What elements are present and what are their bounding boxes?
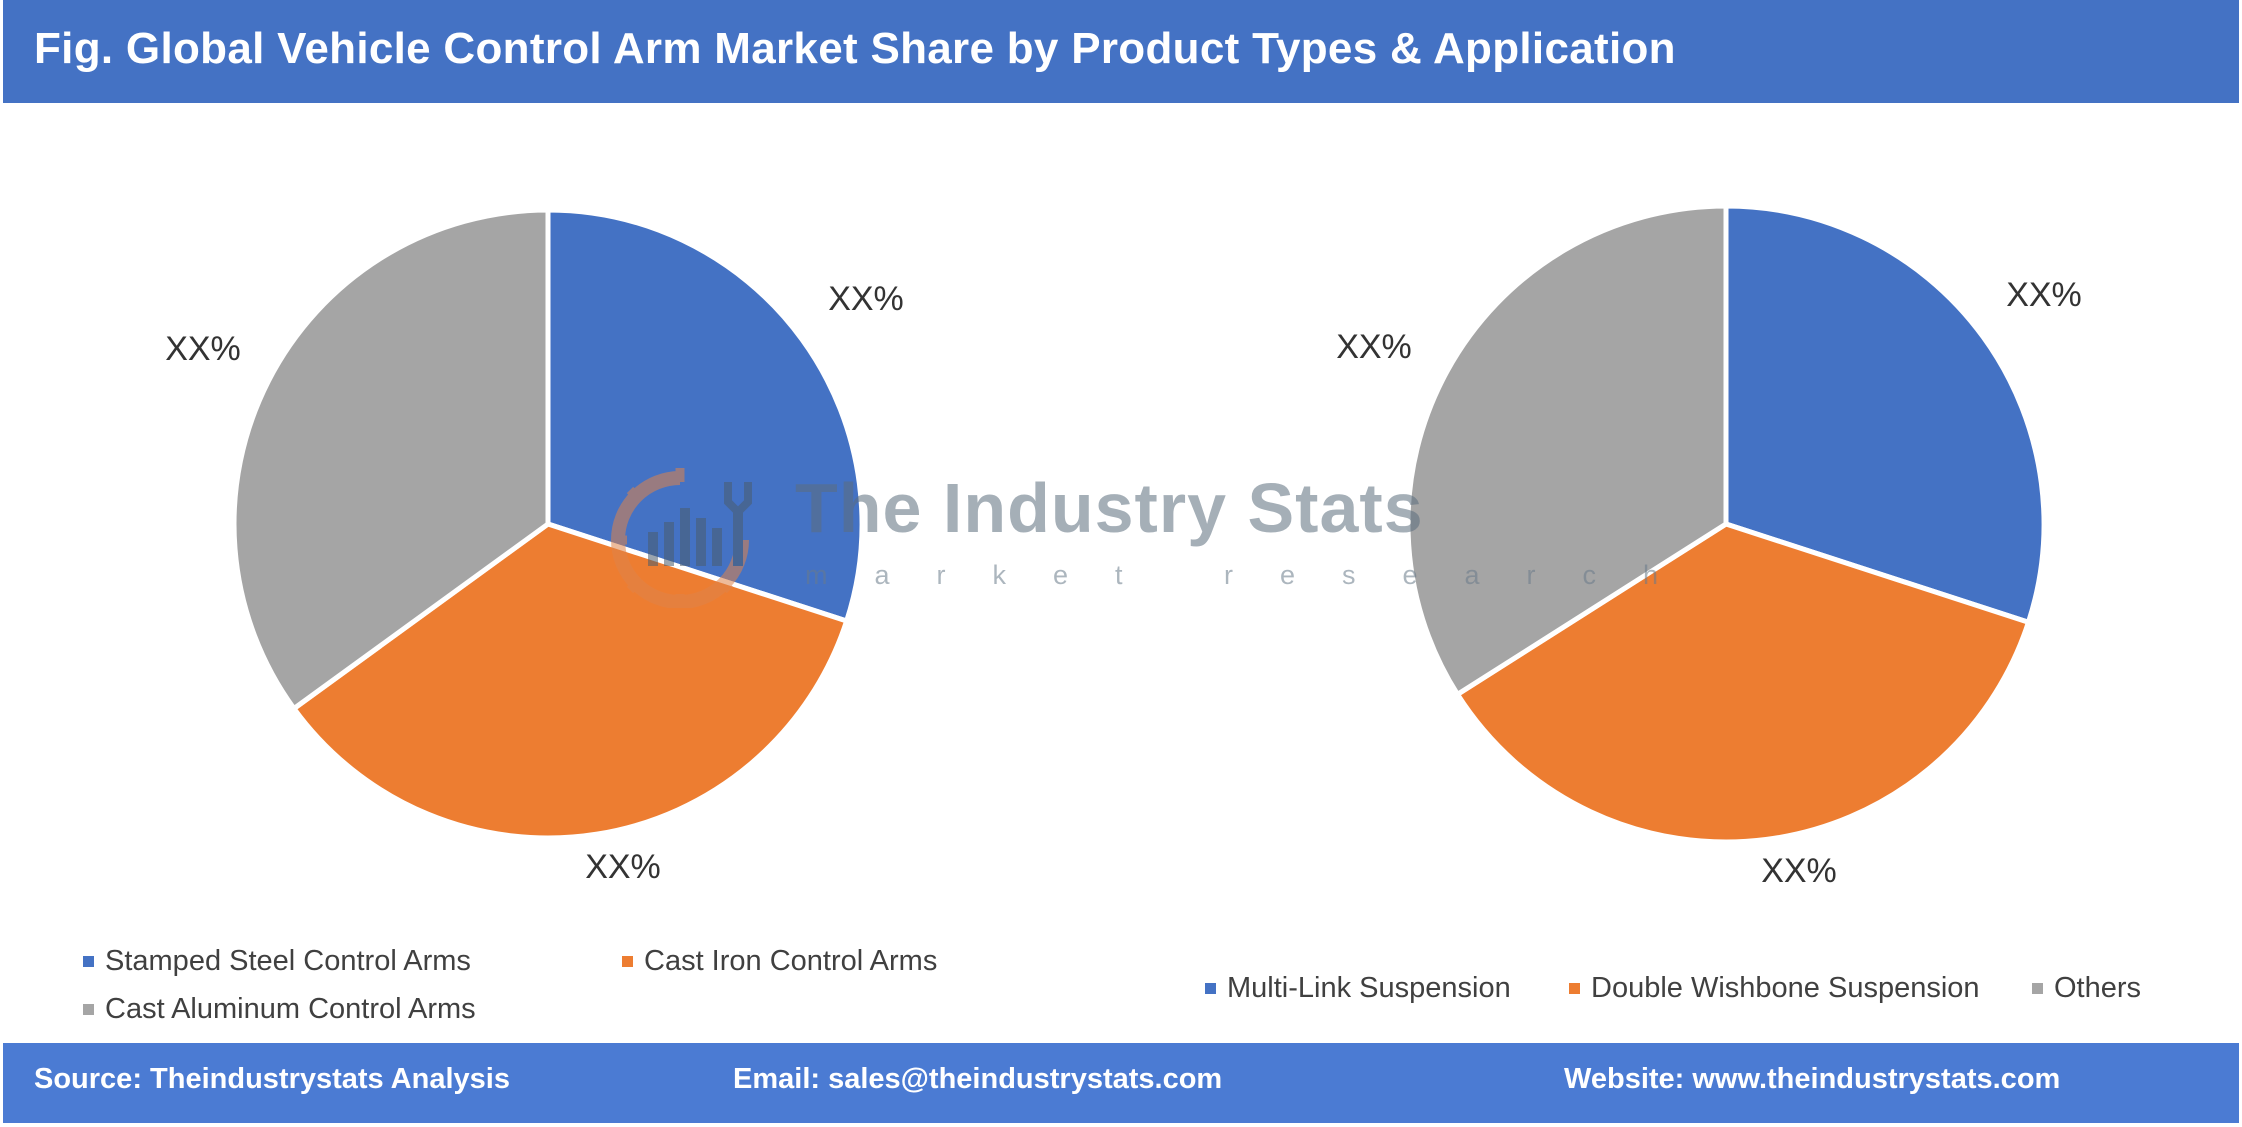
pie-slice-cast-aluminum: [231, 207, 551, 712]
footer-website: Website: www.theindustrystats.com: [1564, 1063, 2061, 1095]
legend-item-cast-iron: Cast Iron Control Arms: [622, 945, 937, 978]
header-bar: [3, 0, 2239, 103]
legend-label: Cast Aluminum Control Arms: [105, 993, 476, 1025]
legend-item-double-wishbone: Double Wishbone Suspension: [1569, 972, 1980, 1005]
legend-item-stamped-steel: Stamped Steel Control Arms: [83, 945, 471, 978]
legend-item-cast-aluminum: Cast Aluminum Control Arms: [83, 993, 476, 1026]
footer-bar: [3, 1043, 2239, 1123]
pie-chart-product-types: XX% XX% XX%: [165, 207, 904, 886]
pie-slice-double-wishbone: [1455, 521, 2031, 845]
pie-slice-others: [1405, 203, 1729, 697]
pie-chart-application: XX% XX% XX%: [1336, 203, 2082, 890]
data-label-multi-link: XX%: [2006, 276, 2082, 314]
data-label-stamped-steel: XX%: [828, 280, 904, 318]
data-label-cast-aluminum: XX%: [165, 330, 241, 368]
footer-email: Email: sales@theindustrystats.com: [733, 1063, 1223, 1095]
data-label-double-wishbone: XX%: [1761, 852, 1837, 890]
data-label-cast-iron: XX%: [585, 848, 661, 886]
legend-label: Multi-Link Suspension: [1227, 972, 1511, 1004]
legend-swatch: [622, 956, 633, 967]
legend-item-multi-link: Multi-Link Suspension: [1205, 972, 1511, 1005]
legend-swatch: [1205, 983, 1216, 994]
legend-swatch: [1569, 983, 1580, 994]
legend-label: Double Wishbone Suspension: [1591, 972, 1980, 1004]
legend-item-others: Others: [2032, 972, 2141, 1005]
legend-swatch: [83, 956, 94, 967]
pie-slice-multi-link: [1723, 203, 2047, 625]
data-label-others: XX%: [1336, 328, 1412, 366]
footer-source: Source: Theindustrystats Analysis: [34, 1063, 510, 1095]
chart-title: Fig. Global Vehicle Control Arm Market S…: [34, 24, 1676, 73]
legend-label: Cast Iron Control Arms: [644, 945, 938, 977]
legend-swatch: [2032, 983, 2043, 994]
legend-label: Stamped Steel Control Arms: [105, 945, 471, 977]
legend-swatch: [83, 1004, 94, 1015]
legend-label: Others: [2054, 972, 2142, 1004]
